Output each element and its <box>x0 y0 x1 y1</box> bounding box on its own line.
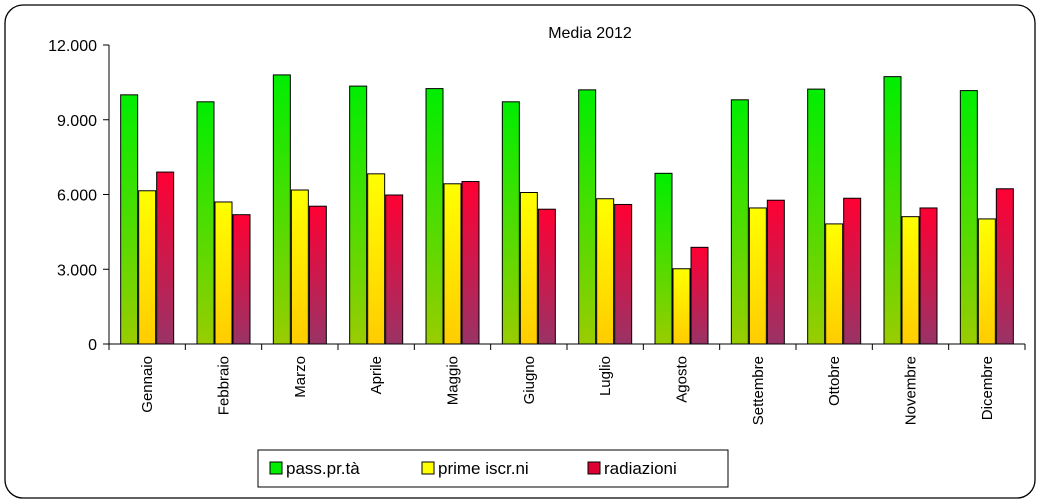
bar-pass-pr-t- <box>730 99 749 345</box>
bars <box>120 74 1014 345</box>
x-category-label: Gennaio <box>139 356 156 413</box>
bar-prime-iscr-ni <box>672 268 691 345</box>
bar-pass-pr-t- <box>349 85 368 345</box>
bar-radiazioni <box>385 194 404 345</box>
bar-prime-iscr-ni <box>977 218 996 345</box>
bar-pass-pr-t- <box>120 94 139 345</box>
y-tick-label: 3.000 <box>57 262 97 279</box>
y-tick-label: 6.000 <box>57 188 97 205</box>
legend-swatch <box>269 461 283 475</box>
legend: pass.pr.tà prime iscr.ni radiazioni <box>257 449 729 488</box>
bar-radiazioni <box>461 181 480 345</box>
bar-prime-iscr-ni <box>214 201 233 345</box>
legend-label: radiazioni <box>604 459 677 478</box>
y-tick-label: 0 <box>88 337 97 354</box>
x-category-label: Febbraio <box>216 356 233 415</box>
bar-prime-iscr-ni <box>825 223 844 345</box>
bar-prime-iscr-ni <box>901 216 920 345</box>
legend-swatch <box>421 461 435 475</box>
legend-swatch <box>587 461 601 475</box>
y-tick-label: 12.000 <box>48 38 97 55</box>
bar-prime-iscr-ni <box>138 190 157 345</box>
bar-pass-pr-t- <box>196 101 215 345</box>
bar-pass-pr-t- <box>578 89 597 345</box>
bar-radiazioni <box>843 197 862 345</box>
x-category-label: Luglio <box>597 356 614 396</box>
bar-radiazioni <box>995 188 1014 345</box>
chart-title: Media 2012 <box>548 25 632 42</box>
x-axis: Gennaio Febbraio Marzo Aprile Maggio Giugno Lu… <box>108 343 1026 425</box>
bar-radiazioni <box>156 171 175 345</box>
bar-prime-iscr-ni <box>596 198 615 345</box>
x-category-label: Ottobre <box>826 356 843 406</box>
bar-radiazioni <box>766 199 785 345</box>
x-category-label: Agosto <box>674 356 691 403</box>
bar-pass-pr-t- <box>959 90 978 345</box>
bar-prime-iscr-ni <box>748 207 767 345</box>
x-category-label: Giugno <box>521 356 538 404</box>
x-category-label: Novembre <box>903 356 920 425</box>
x-category-label: Dicembre <box>979 356 996 420</box>
x-category-label: Maggio <box>445 356 462 405</box>
bar-pass-pr-t- <box>807 88 826 345</box>
legend-label: pass.pr.tà <box>286 459 360 478</box>
y-tick-label: 9.000 <box>57 113 97 130</box>
bar-pass-pr-t- <box>272 74 291 345</box>
bar-prime-iscr-ni <box>367 173 386 345</box>
bar-radiazioni <box>308 205 327 345</box>
x-category-label: Settembre <box>750 356 767 425</box>
y-axis: 0 3.000 6.000 9.000 12.000 <box>48 38 110 354</box>
x-category-label: Marzo <box>292 356 309 398</box>
bar-radiazioni <box>614 203 633 345</box>
bar-radiazioni <box>690 246 709 345</box>
bar-prime-iscr-ni <box>290 189 309 345</box>
bar-prime-iscr-ni <box>443 183 462 345</box>
bar-pass-pr-t- <box>654 172 673 345</box>
bar-pass-pr-t- <box>425 88 444 345</box>
x-category-label: Aprile <box>368 356 385 394</box>
bar-radiazioni <box>919 207 938 345</box>
bar-prime-iscr-ni <box>519 192 538 345</box>
bar-pass-pr-t- <box>883 76 902 345</box>
legend-box <box>257 449 729 488</box>
bar-pass-pr-t- <box>501 101 520 345</box>
bar-radiazioni <box>232 214 251 345</box>
legend-label: prime iscr.ni <box>438 459 529 478</box>
bar-radiazioni <box>537 208 556 345</box>
